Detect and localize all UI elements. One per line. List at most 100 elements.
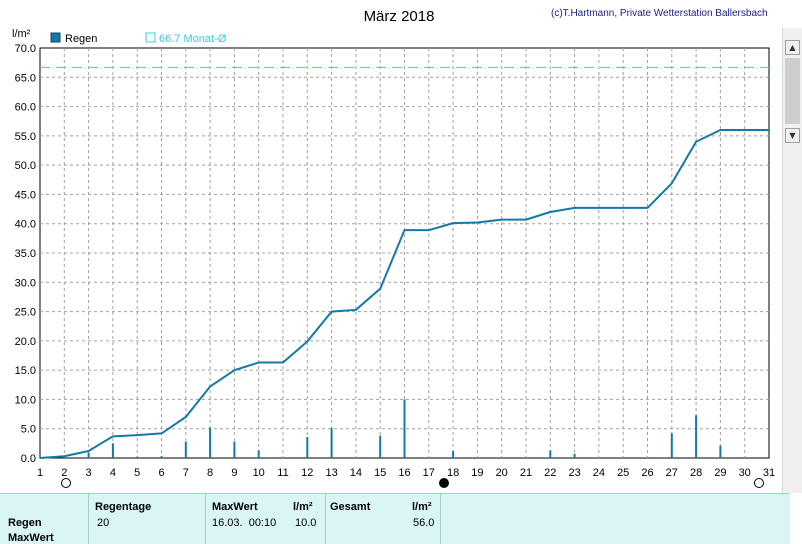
y-tick-label: 60.0 <box>15 102 36 114</box>
x-tick-label: 26 <box>641 467 653 479</box>
range-current-handle[interactable] <box>439 478 449 488</box>
summary-panel: Regen MaxWert Regentage 20 MaxWert l/m² … <box>0 493 790 544</box>
x-tick-label: 28 <box>690 467 702 479</box>
cumulative-series-line <box>39 129 769 459</box>
x-tick-label: 30 <box>739 467 751 479</box>
chart-title: März 2018 <box>364 8 435 25</box>
x-tick-label: 10 <box>253 467 265 479</box>
x-tick-label: 4 <box>110 467 116 479</box>
x-tick-label: 31 <box>763 467 775 479</box>
x-tick-label: 6 <box>158 467 164 479</box>
maxwert-date: 16.03. 00:10 <box>212 517 277 529</box>
y-tick-label: 55.0 <box>15 131 36 143</box>
rain-bar <box>136 456 139 458</box>
scroll-up-icon[interactable]: ▲ <box>785 40 800 55</box>
x-tick-label: 17 <box>423 467 435 479</box>
rain-bar <box>233 441 236 458</box>
x-tick-label: 24 <box>593 467 605 479</box>
rain-bar <box>209 427 212 458</box>
cumulative-line <box>39 129 769 459</box>
legend-regen-label: Regen <box>65 33 97 45</box>
gesamt-value: 56.0 <box>413 517 435 529</box>
legend-average-marker <box>145 32 156 43</box>
footer-divider <box>88 494 89 544</box>
y-tick-label: 45.0 <box>15 189 36 201</box>
y-tick-label: 65.0 <box>15 72 36 84</box>
range-end-handle[interactable] <box>754 478 764 488</box>
copyright-text: (c)T.Hartmann, Private Wetterstation Bal… <box>551 8 768 19</box>
rain-bar <box>452 450 455 458</box>
gesamt-header: Gesamt <box>330 501 371 513</box>
rain-bar <box>330 428 333 458</box>
row-label-regen: Regen <box>8 517 42 529</box>
rain-bar <box>549 450 552 458</box>
y-tick-label: 15.0 <box>15 365 36 377</box>
x-tick-label: 5 <box>134 467 140 479</box>
y-tick-label: 70.0 <box>15 43 36 55</box>
maxwert-header: MaxWert <box>212 501 258 513</box>
x-tick-label: 1 <box>37 467 43 479</box>
rain-bar <box>184 441 187 458</box>
x-tick-label: 29 <box>714 467 726 479</box>
x-tick-label: 21 <box>520 467 532 479</box>
x-tick-label: 14 <box>350 467 362 479</box>
rain-bar <box>87 452 90 458</box>
x-tick-label: 15 <box>374 467 386 479</box>
footer-divider <box>205 494 206 544</box>
x-tick-label: 16 <box>398 467 410 479</box>
x-tick-label: 25 <box>617 467 629 479</box>
rain-bar <box>160 456 163 458</box>
rain-bar <box>379 435 382 458</box>
rain-bar <box>719 445 722 458</box>
rain-bars <box>63 399 722 458</box>
maxwert-unit: l/m² <box>293 501 313 513</box>
legend-regen-marker <box>50 32 61 43</box>
x-tick-label: 19 <box>471 467 483 479</box>
rain-bar <box>111 443 114 458</box>
scroll-down-icon[interactable]: ▼ <box>785 128 800 143</box>
x-tick-label: 18 <box>447 467 459 479</box>
grid-lines <box>40 48 769 458</box>
rain-bar <box>695 415 698 458</box>
rain-bar <box>306 436 309 458</box>
y-tick-label: 20.0 <box>15 336 36 348</box>
x-tick-label: 23 <box>568 467 580 479</box>
footer-divider <box>325 494 326 544</box>
x-tick-label: 27 <box>666 467 678 479</box>
y-tick-label: 25.0 <box>15 307 36 319</box>
y-tick-label: 50.0 <box>15 160 36 172</box>
x-tick-labels: 1 2 3 4 5 6 7 8 9 10 11 12 13 14 15 16 17 18 19 20 21 22 23 24 2… <box>37 467 775 479</box>
x-tick-label: 20 <box>496 467 508 479</box>
y-axis-unit: l/m² <box>12 28 31 40</box>
regentage-value: 20 <box>97 517 110 529</box>
y-tick-label: 0.0 <box>21 453 36 465</box>
y-tick-label: 5.0 <box>21 424 36 436</box>
rain-bar <box>573 453 576 458</box>
rain-bar <box>670 433 673 458</box>
x-tick-label: 11 <box>277 467 288 479</box>
x-tick-label: 8 <box>207 467 213 479</box>
rain-bar <box>403 399 406 458</box>
gesamt-unit: l/m² <box>412 501 432 513</box>
x-tick-label: 2 <box>61 467 67 479</box>
x-tick-label: 12 <box>301 467 313 479</box>
rain-chart: März 2018 (c)T.Hartmann, Private Wetters… <box>12 8 775 488</box>
y-tick-label: 40.0 <box>15 219 36 231</box>
legend-average-label: 66.7 Monat-Ø <box>159 33 227 45</box>
x-tick-label: 3 <box>86 467 92 479</box>
y-tick-label: 30.0 <box>15 277 36 289</box>
x-tick-label: 9 <box>231 467 237 479</box>
range-start-handle[interactable] <box>61 478 71 488</box>
y-tick-labels: 0.0 5.0 10.0 15.0 20.0 25.0 30.0 35.0 40.0 45.0 50… <box>15 43 36 465</box>
rain-bar <box>257 450 260 458</box>
vertical-scrollbar[interactable]: ▲ ▼ <box>782 28 802 493</box>
scroll-thumb[interactable] <box>785 58 800 124</box>
maxwert-value: 10.0 <box>295 517 317 529</box>
x-tick-label: 13 <box>325 467 337 479</box>
x-tick-label: 22 <box>544 467 556 479</box>
row-label-maxwert: MaxWert <box>8 532 54 544</box>
regentage-header: Regentage <box>95 501 152 513</box>
y-tick-label: 35.0 <box>15 248 36 260</box>
footer-divider <box>440 494 441 544</box>
x-tick-label: 7 <box>183 467 189 479</box>
